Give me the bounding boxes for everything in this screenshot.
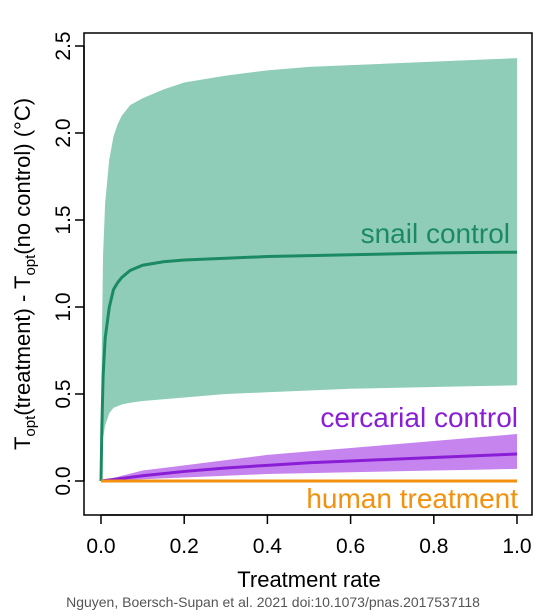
y-axis-title: Topt(treatment) - Topt(no control) (°C) [10,98,39,450]
y-title-part1-sub: opt [22,254,39,276]
credit-text: Nguyen, Boersch-Supan et al. 2021 doi:10… [66,594,480,610]
y-tick-label: 2.5 [52,31,75,60]
plot-area [99,58,518,483]
cercarial-control-label: cercarial control [320,402,518,433]
y-tick-label: 2.0 [52,118,75,147]
y-tick-label: 0.5 [52,379,75,408]
y-tick-label: 0.0 [52,466,75,495]
snail-control-label: snail control [361,218,510,249]
human-treatment-label: human treatment [306,483,518,514]
x-tick-label: 0.4 [253,535,283,558]
y-axis: 0.0 0.5 1.0 1.5 2.0 2.5 [52,31,85,496]
x-tick-label: 0.0 [86,535,115,558]
y-title-sub: opt [22,415,39,437]
x-axis-title: Treatment rate [237,567,380,592]
x-tick-label: 0.2 [170,535,199,558]
x-tick-label: 0.8 [419,535,448,558]
snail-control-band [101,58,517,482]
y-title-part2: (no control) (°C) [10,98,35,255]
y-title-part1: (treatment) - T [10,276,35,416]
x-tick-label: 1.0 [502,535,531,558]
snail-control-line [99,250,518,482]
x-axis: 0.0 0.2 0.4 0.6 0.8 1.0 [86,514,532,558]
y-tick-label: 1.0 [52,292,75,321]
cercarial-control-line [100,452,518,483]
x-tick-label: 0.6 [336,535,365,558]
y-tick-label: 1.5 [52,205,75,234]
y-title-main: T [10,437,35,450]
